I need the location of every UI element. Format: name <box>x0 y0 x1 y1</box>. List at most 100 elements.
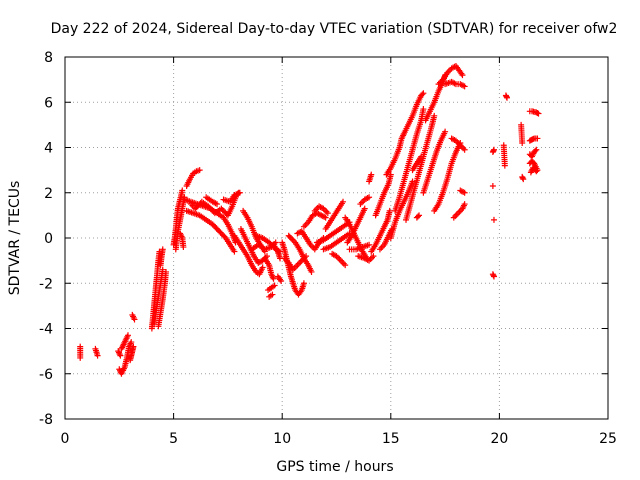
data-point <box>159 266 166 273</box>
data-point <box>420 106 427 113</box>
x-tick-label: 20 <box>490 431 508 447</box>
x-tick-labels: 0 5 10 15 20 25 <box>61 431 617 447</box>
data-point <box>220 232 227 239</box>
data-point <box>459 72 466 79</box>
x-tick-label: 15 <box>382 431 400 447</box>
data-point <box>409 178 416 185</box>
data-point <box>128 339 135 346</box>
data-point <box>490 273 497 280</box>
data-point <box>366 241 373 248</box>
data-point <box>504 94 511 101</box>
data-point <box>442 128 449 135</box>
data-point <box>533 168 540 175</box>
y-tick-label: -2 <box>39 276 53 292</box>
data-point <box>196 201 203 208</box>
data-point <box>414 213 421 220</box>
data-point <box>416 212 423 219</box>
y-tick-label: -8 <box>39 412 53 428</box>
data-point <box>270 275 277 282</box>
axis-ticks <box>64 56 609 420</box>
data-point <box>236 189 243 196</box>
data-point <box>267 240 274 247</box>
y-tick-label: -6 <box>39 367 53 383</box>
data-point <box>420 90 427 97</box>
data-point <box>278 277 285 284</box>
chart-title: Day 222 of 2024, Sidereal Day-to-day VTE… <box>51 21 618 37</box>
data-point <box>340 198 347 205</box>
data-point <box>77 354 84 361</box>
data-point <box>219 206 226 213</box>
data-point <box>490 146 497 153</box>
data-point <box>210 222 217 229</box>
y-tick-label: 8 <box>44 50 53 66</box>
y-tick-label: 4 <box>44 141 53 157</box>
y-tick-label: 0 <box>44 231 53 247</box>
data-point <box>213 225 220 232</box>
data-point <box>214 226 221 233</box>
data-point <box>532 147 539 154</box>
data-point <box>94 352 101 359</box>
data-point <box>130 343 137 350</box>
data-point <box>259 264 266 271</box>
data-point <box>209 221 216 228</box>
data-point <box>222 209 229 216</box>
data-point <box>206 204 213 211</box>
y-tick-labels: -8 -6 -4 -2 0 2 4 6 8 <box>39 50 53 428</box>
data-point <box>534 135 541 142</box>
data-point <box>431 112 438 119</box>
data-point <box>218 205 225 212</box>
x-tick-label: 10 <box>273 431 291 447</box>
data-point <box>461 201 468 208</box>
x-axis-label: GPS time / hours <box>276 459 393 475</box>
data-point <box>519 139 526 146</box>
y-tick-label: 6 <box>44 95 53 111</box>
y-tick-label: 2 <box>44 186 53 202</box>
data-point <box>461 189 468 196</box>
data-point <box>179 187 186 194</box>
data-point <box>266 239 273 246</box>
data-point <box>194 202 201 209</box>
data-point <box>322 214 329 221</box>
data-point <box>207 206 214 213</box>
data-point <box>214 201 221 208</box>
data-point <box>124 332 131 339</box>
data-point <box>117 352 124 359</box>
x-tick-label: 25 <box>599 431 617 447</box>
data-point <box>366 194 373 201</box>
grid-lines <box>65 57 608 419</box>
y-tick-label: -4 <box>39 322 53 338</box>
data-point <box>300 280 307 287</box>
data-point <box>489 182 496 189</box>
data-point <box>218 230 225 237</box>
data-point <box>180 244 187 251</box>
data-point <box>196 167 203 174</box>
data-point <box>361 205 368 212</box>
data-point <box>324 210 331 217</box>
data-point <box>490 216 497 223</box>
data-point <box>162 268 169 275</box>
data-point <box>216 228 223 235</box>
plot-frame <box>64 56 609 420</box>
data-point <box>419 91 426 98</box>
data-point <box>192 205 199 212</box>
data-point <box>342 262 349 269</box>
data-point <box>205 203 212 210</box>
data-point <box>193 204 200 211</box>
data-point <box>532 167 539 174</box>
data-point <box>220 208 227 215</box>
data-point <box>212 224 219 231</box>
data-point <box>269 291 276 298</box>
data-point <box>461 146 468 153</box>
data-point <box>501 162 508 169</box>
data-point <box>271 282 278 289</box>
x-tick-label: 0 <box>61 431 70 447</box>
data-points <box>77 63 542 377</box>
data-point <box>209 207 216 214</box>
data-point <box>370 253 377 260</box>
data-point <box>231 248 238 255</box>
data-point <box>533 146 540 153</box>
data-point <box>221 233 228 240</box>
data-point <box>159 246 166 253</box>
x-tick-label: 5 <box>169 431 178 447</box>
